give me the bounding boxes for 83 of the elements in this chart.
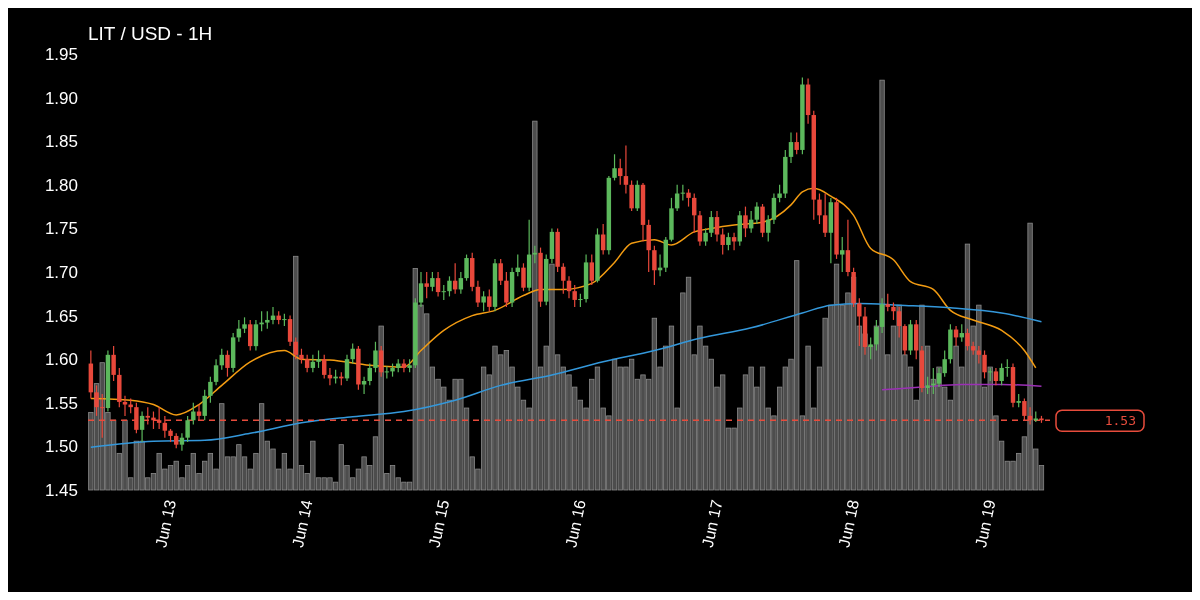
candlestick	[253, 319, 259, 352]
candlestick	[874, 319, 879, 352]
candlestick	[185, 415, 190, 443]
candlestick	[498, 258, 503, 286]
candlestick	[179, 432, 185, 452]
x-tick-label: Jun 15	[425, 498, 453, 549]
candlestick	[709, 210, 714, 238]
x-tick-label: Jun 17	[698, 498, 726, 549]
candlestick	[287, 315, 293, 347]
candlestick	[378, 345, 384, 378]
candlestick	[481, 290, 486, 312]
y-tick-label: 1.80	[44, 175, 78, 195]
chart-title: LIT / USD - 1H	[88, 23, 213, 44]
candlestick	[373, 341, 378, 373]
y-tick-label: 1.65	[44, 306, 78, 326]
candlestick	[248, 319, 253, 352]
candlestick	[942, 349, 947, 378]
candlestick	[521, 262, 526, 292]
candlestick	[293, 336, 298, 360]
candlestick	[225, 349, 230, 378]
candlestick	[350, 342, 355, 365]
candlestick	[418, 271, 424, 308]
candlestick	[652, 245, 657, 286]
candlestick	[794, 131, 799, 155]
candlestick	[714, 210, 720, 243]
candlestick	[435, 271, 441, 298]
candlestick	[561, 262, 566, 295]
candlestick	[743, 206, 748, 238]
y-tick-label: 1.60	[44, 350, 78, 370]
candlestick	[999, 362, 1004, 386]
y-tick-label: 1.95	[44, 44, 78, 64]
y-tick-label: 1.50	[44, 437, 78, 457]
candlestick	[822, 192, 828, 238]
candlestick	[896, 306, 902, 338]
x-tick-label: Jun 19	[972, 498, 999, 549]
candlestick	[771, 192, 777, 225]
candlestick	[766, 214, 771, 243]
x-tick-label: Jun 14	[288, 498, 316, 549]
candlestick	[817, 192, 822, 225]
candlestick	[635, 179, 640, 212]
candlestick	[122, 395, 128, 417]
candlestick	[111, 345, 116, 382]
y-tick-label: 1.90	[44, 88, 78, 108]
candlestick	[208, 376, 213, 404]
candlestick	[213, 358, 219, 386]
ref-line-label: 1.53	[1104, 412, 1136, 428]
candlestick	[982, 349, 987, 379]
candlestick	[623, 144, 629, 195]
candlestick	[879, 297, 885, 334]
candlestick	[612, 153, 617, 182]
candlestick	[720, 227, 725, 256]
candlestick	[424, 271, 429, 299]
y-tick-label: 1.70	[44, 262, 78, 282]
y-tick-label: 1.55	[44, 393, 78, 413]
candlestick	[618, 158, 623, 186]
candlestick	[191, 402, 196, 426]
candlestick	[754, 201, 760, 225]
y-tick-label: 1.75	[44, 219, 78, 239]
candlestick	[936, 367, 942, 388]
candlestick	[94, 384, 99, 417]
candlestick	[202, 389, 207, 421]
candlestick	[487, 288, 492, 312]
x-tick-label: Jun 16	[562, 498, 589, 549]
candlestick	[857, 297, 862, 347]
y-tick-label: 1.85	[44, 132, 78, 152]
candlestick	[322, 354, 327, 379]
candlestick	[629, 179, 634, 212]
candlestick	[504, 271, 509, 308]
candlestick	[367, 362, 372, 386]
candlestick	[572, 284, 577, 308]
candlestick	[447, 275, 452, 298]
candlestick	[868, 336, 873, 360]
candlestick	[845, 219, 851, 277]
x-tick-label: Jun 13	[152, 498, 179, 549]
candlestick	[788, 131, 794, 164]
y-tick-label: 1.45	[44, 480, 78, 500]
candlestick	[589, 253, 594, 286]
candlestick	[464, 253, 469, 282]
candlestick	[840, 236, 845, 273]
x-tick-label: Jun 18	[835, 498, 863, 549]
candlestick	[430, 271, 435, 292]
candlestick	[475, 280, 481, 308]
candlestick	[965, 328, 970, 352]
